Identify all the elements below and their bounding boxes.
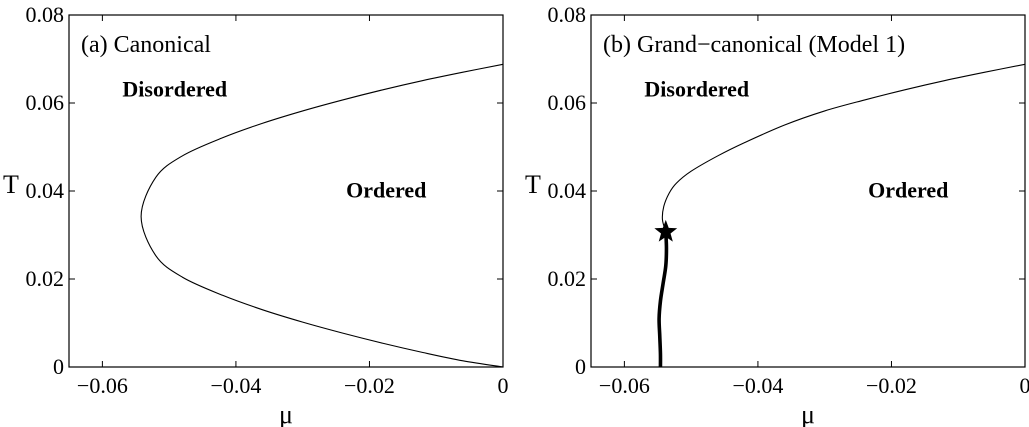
x-tick-label-b-2: −0.02	[866, 373, 917, 398]
panel-title-a: (a) Canonical	[81, 32, 211, 58]
phase-boundary-thin-b	[661, 63, 1026, 233]
x-tick-label-a-3: 0	[498, 373, 509, 398]
y-tick-label-a-1: 0.02	[26, 266, 65, 291]
y-tick-label-a-0: 0	[53, 354, 64, 379]
axes-frame-a	[68, 14, 504, 368]
axes-frame-b	[590, 14, 1026, 368]
phase-boundary-thin-a	[140, 63, 504, 368]
y-tick-label-a-2: 0.04	[26, 178, 65, 203]
region-label-disordered-a: Disordered	[122, 76, 227, 101]
y-tick-label-b-2: 0.04	[548, 178, 587, 203]
x-tick-label-a-1: −0.04	[210, 373, 261, 398]
region-label-ordered-b: Ordered	[868, 178, 948, 203]
region-label-ordered-a: Ordered	[346, 178, 426, 203]
x-tick-label-b-3: 0	[1020, 373, 1029, 398]
y-axis-label-b: T	[525, 170, 541, 199]
y-tick-label-a-4: 0.08	[26, 2, 65, 27]
x-axis-label-b: μ	[801, 400, 815, 427]
y-axis-label-a: T	[3, 170, 19, 199]
panel-b: −0.06 −0.04 −0.02 0 0 0.02 0.04 0.06 0.08 μ T (b) G…	[525, 2, 1029, 427]
x-tick-label-a-0: −0.06	[77, 373, 128, 398]
panel-a: −0.06 −0.04 −0.02 0 0 0.02 0.04 0.06 0.08 μ T (a) C…	[3, 2, 509, 427]
panel-title-b: (b) Grand−canonical (Model 1)	[603, 32, 905, 58]
y-tick-label-a-3: 0.06	[26, 90, 65, 115]
y-tick-label-b-3: 0.06	[548, 90, 587, 115]
y-tick-label-b-0: 0	[575, 354, 586, 379]
y-tick-label-b-1: 0.02	[548, 266, 587, 291]
x-tick-label-b-1: −0.04	[732, 373, 783, 398]
x-axis-label-a: μ	[279, 400, 293, 427]
phase-boundary-thick-b	[657, 231, 669, 368]
star-marker-b	[654, 219, 678, 242]
region-label-disordered-b: Disordered	[644, 76, 749, 101]
y-tick-label-b-4: 0.08	[548, 2, 587, 27]
x-tick-label-a-2: −0.02	[344, 373, 395, 398]
x-tick-label-b-0: −0.06	[599, 373, 650, 398]
